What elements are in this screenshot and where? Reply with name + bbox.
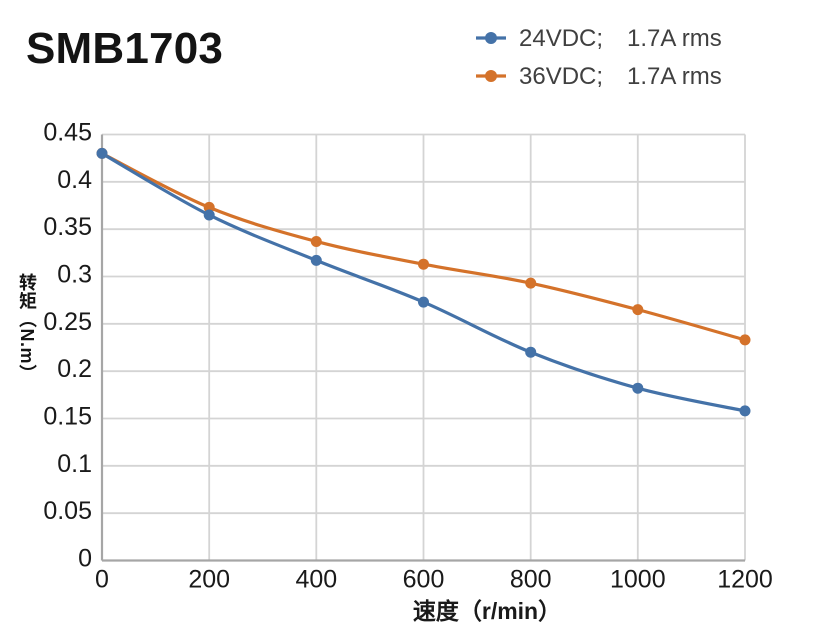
svg-text:400: 400 — [295, 566, 337, 594]
svg-text:0.45: 0.45 — [43, 119, 92, 147]
svg-text:24VDC; 1.7A rms: 24VDC; 1.7A rms — [519, 25, 722, 52]
svg-text:0.1: 0.1 — [57, 450, 92, 478]
svg-text:0.15: 0.15 — [43, 403, 92, 431]
svg-text:0.3: 0.3 — [57, 261, 92, 289]
svg-text:200: 200 — [188, 566, 230, 594]
svg-text:600: 600 — [403, 566, 445, 594]
svg-text:速度（r/min）: 速度（r/min） — [413, 598, 561, 624]
svg-text:0.2: 0.2 — [57, 355, 92, 383]
svg-text:0.35: 0.35 — [43, 213, 92, 241]
svg-text:1200: 1200 — [717, 566, 773, 594]
svg-text:0: 0 — [95, 566, 109, 594]
svg-text:36VDC; 1.7A rms: 36VDC; 1.7A rms — [519, 63, 722, 90]
svg-text:0: 0 — [78, 545, 92, 573]
svg-text:0.05: 0.05 — [43, 497, 92, 525]
svg-text:1000: 1000 — [610, 566, 666, 594]
svg-text:800: 800 — [510, 566, 552, 594]
svg-text:0.25: 0.25 — [43, 308, 92, 336]
svg-text:0.4: 0.4 — [57, 166, 92, 194]
